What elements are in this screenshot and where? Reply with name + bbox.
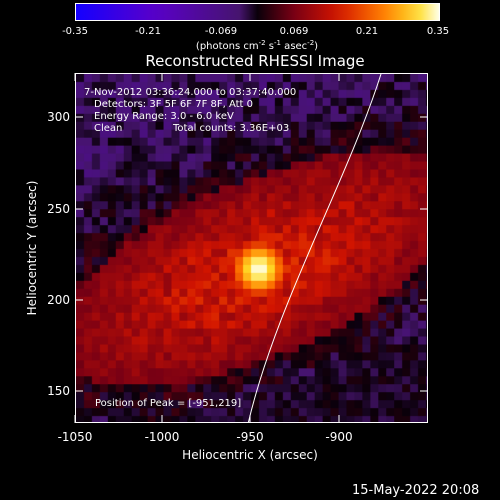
x-tick-label: -1000 xyxy=(144,430,180,444)
y-axis-label: Heliocentric Y (arcsec) xyxy=(25,180,39,316)
solar-limb-line xyxy=(247,74,382,422)
timestamp: 15-May-2022 20:08 xyxy=(352,483,480,498)
colorbar-tick: -0.35 xyxy=(62,26,88,37)
annotation-time: 7-Nov-2012 03:36:24.000 to 03:37:40.000 xyxy=(84,87,297,98)
annotation-counts: Total counts: 3.36E+03 xyxy=(173,123,290,134)
y-tick-label: 200 xyxy=(47,293,70,307)
y-tick-label: 250 xyxy=(47,202,70,216)
colorbar-tick: 0.35 xyxy=(426,26,450,37)
image-plot xyxy=(75,73,428,423)
limb-layer xyxy=(247,74,382,422)
colorbar-tick: 0.069 xyxy=(279,26,309,37)
annotation-method: Clean xyxy=(94,123,123,134)
annotation-energy: Energy Range: 3.0 - 6.0 keV xyxy=(94,111,234,122)
x-tick-label: -900 xyxy=(325,430,353,444)
x-tick-label: -950 xyxy=(236,430,264,444)
colorbar-units: (photons cm-2 s-1 asec-2) xyxy=(195,39,319,52)
x-tick-label: -1050 xyxy=(57,430,93,444)
annotation-peak: Position of Peak = [-951,219] xyxy=(95,398,242,409)
colorbar-tick: 0.21 xyxy=(355,26,379,37)
colorbar xyxy=(75,3,440,21)
y-tick-label: 150 xyxy=(47,384,70,398)
heatmap-image xyxy=(76,74,427,422)
y-tick-label: 300 xyxy=(47,110,70,124)
colorbar-tick: -0.21 xyxy=(135,26,161,37)
annotation-detectors: Detectors: 3F 5F 6F 7F 8F, Att 0 xyxy=(94,99,254,110)
colorbar-tick: -0.069 xyxy=(204,26,238,37)
x-axis-label: Heliocentric X (arcsec) xyxy=(182,448,318,462)
image-title: Reconstructed RHESSI Image xyxy=(145,52,365,70)
